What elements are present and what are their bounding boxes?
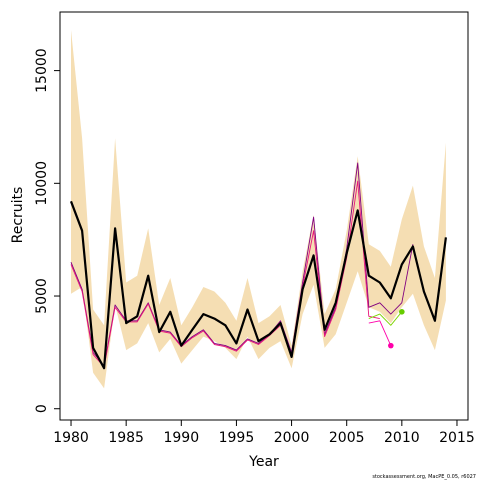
footnote: stockassessment.org, MacPE_0.05, r6027 xyxy=(372,474,476,480)
series-layer xyxy=(69,162,447,370)
series-end-point-1 xyxy=(388,342,394,349)
x-axis-title: Year xyxy=(248,454,279,470)
series-end-point-2 xyxy=(399,309,405,315)
x-axis: 1980 1985 1990 1995 2000 2005 2010 2015 xyxy=(53,419,475,446)
y-axis-title: Recruits xyxy=(10,187,26,244)
series-line-2 xyxy=(70,180,380,368)
confidence-band-layer xyxy=(71,30,446,389)
y-tick-label: 10000 xyxy=(34,161,50,206)
series-line-3 xyxy=(368,320,392,346)
x-tick-label: 2005 xyxy=(329,430,365,446)
x-tick-label: 1990 xyxy=(163,430,199,446)
y-axis: 0 5000 10000 15000 xyxy=(34,48,61,413)
x-tick-label: 1985 xyxy=(108,430,144,446)
points-layer xyxy=(388,309,405,349)
series-line-main xyxy=(69,200,447,370)
x-tick-label: 2010 xyxy=(384,430,420,446)
x-tick-label: 2000 xyxy=(274,430,310,446)
series-line-4 xyxy=(368,311,403,326)
confidence-band xyxy=(71,30,446,389)
x-tick-label: 1980 xyxy=(53,430,89,446)
y-tick-label: 5000 xyxy=(34,278,50,314)
x-tick-label: 2015 xyxy=(439,430,475,446)
x-tick-label: 1995 xyxy=(219,430,255,446)
y-tick-label: 0 xyxy=(34,404,50,413)
y-tick-label: 15000 xyxy=(34,48,50,93)
